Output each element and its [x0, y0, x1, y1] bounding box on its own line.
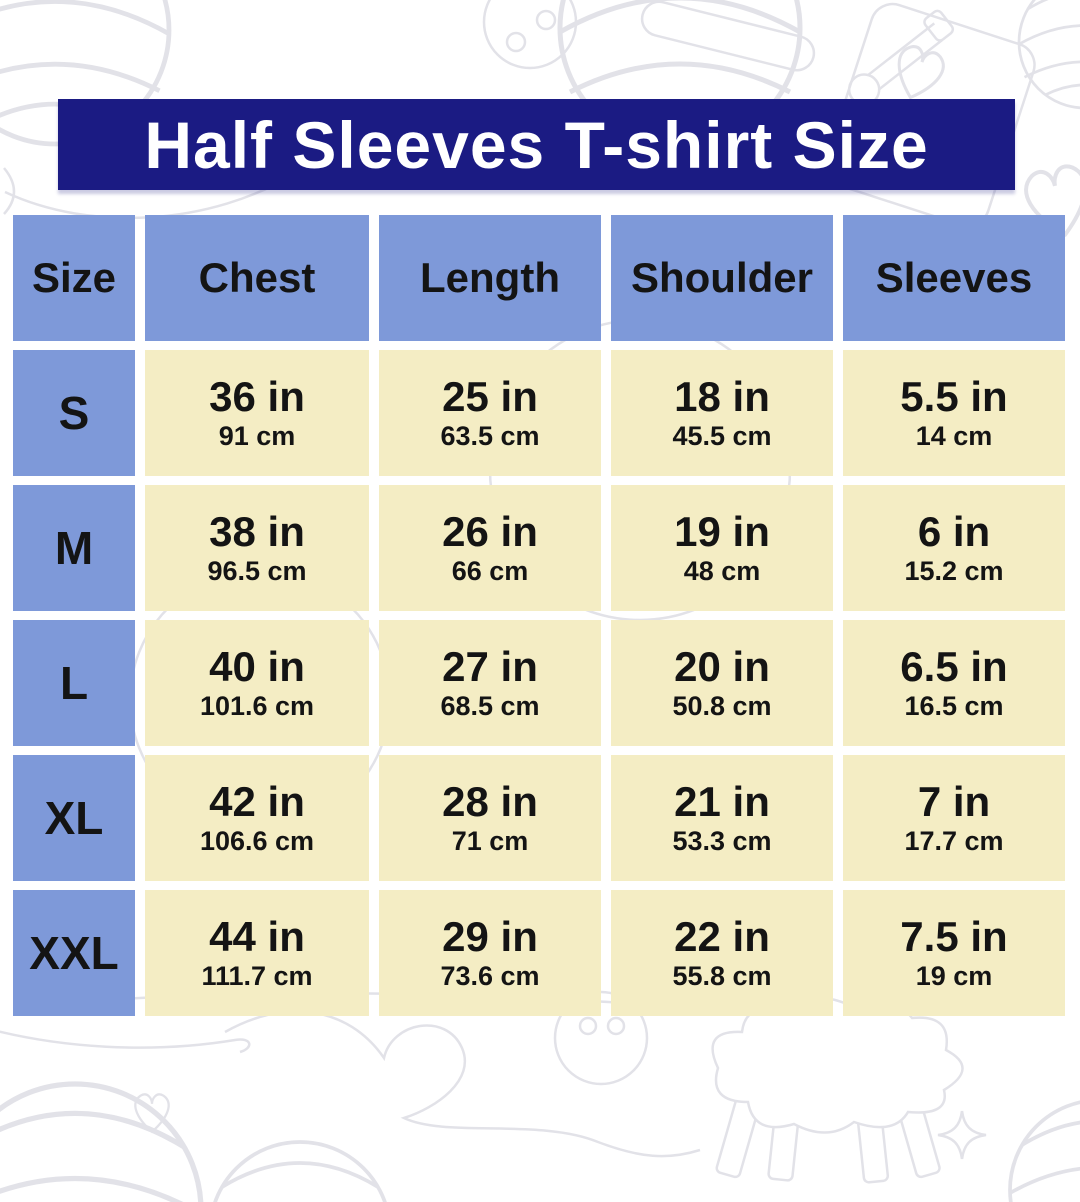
value-cm: 111.7 cm — [201, 961, 313, 992]
cell-l-shoulder: 20 in 50.8 cm — [611, 620, 833, 746]
cell-xl-length: 28 in 71 cm — [379, 755, 601, 881]
cell-xl-chest: 42 in 106.6 cm — [145, 755, 369, 881]
value-cm: 101.6 cm — [199, 691, 315, 722]
cell-l-length: 27 in 68.5 cm — [379, 620, 601, 746]
value-cm: 19 cm — [915, 961, 993, 992]
yarn-ball-icon — [0, 1084, 201, 1202]
value-inches: 27 in — [442, 643, 538, 691]
value-inches: 28 in — [442, 778, 538, 826]
cell-m-length: 26 in 66 cm — [379, 485, 601, 611]
cell-s-sleeves: 5.5 in 14 cm — [843, 350, 1065, 476]
value-cm: 71 cm — [451, 826, 529, 857]
sparkle-icon — [936, 1109, 988, 1161]
cell-m-chest: 38 in 96.5 cm — [145, 485, 369, 611]
page-title: Half Sleeves T-shirt Size — [144, 107, 929, 182]
value-cm: 17.7 cm — [904, 826, 1004, 857]
thread-heart-icon — [224, 1010, 701, 1158]
cell-xxl-sleeves: 7.5 in 19 cm — [843, 890, 1065, 1016]
row-label-s: S — [13, 350, 135, 476]
cell-l-sleeves: 6.5 in 16.5 cm — [843, 620, 1065, 746]
knitting-needle-icon — [640, 0, 816, 72]
value-inches: 18 in — [674, 373, 770, 421]
value-cm: 45.5 cm — [672, 421, 772, 452]
value-cm: 96.5 cm — [207, 556, 307, 587]
row-label-xxl: XXL — [13, 890, 135, 1016]
column-header-chest: Chest — [145, 215, 369, 341]
row-label-m: M — [13, 485, 135, 611]
value-cm: 63.5 cm — [440, 421, 540, 452]
yarn-ball-icon — [1008, 1098, 1080, 1202]
value-inches: 6 in — [917, 508, 991, 556]
value-cm: 91 cm — [218, 421, 296, 452]
value-inches: 6.5 in — [900, 643, 1008, 691]
value-cm: 53.3 cm — [672, 826, 772, 857]
cell-l-chest: 40 in 101.6 cm — [145, 620, 369, 746]
yarn-ball-icon — [208, 1140, 392, 1202]
column-header-length: Length — [379, 215, 601, 341]
value-inches: 7.5 in — [900, 913, 1008, 961]
value-cm: 73.6 cm — [440, 961, 540, 992]
value-inches: 40 in — [209, 643, 305, 691]
title-banner: Half Sleeves T-shirt Size — [58, 99, 1015, 190]
column-header-sleeves: Sleeves — [843, 215, 1065, 341]
cell-m-sleeves: 6 in 15.2 cm — [843, 485, 1065, 611]
column-header-size: Size — [13, 215, 135, 341]
value-inches: 26 in — [442, 508, 538, 556]
value-inches: 22 in — [674, 913, 770, 961]
value-cm: 15.2 cm — [904, 556, 1004, 587]
value-inches: 44 in — [209, 913, 305, 961]
cell-xl-shoulder: 21 in 53.3 cm — [611, 755, 833, 881]
thread-curve-icon — [3, 167, 16, 215]
cell-xxl-shoulder: 22 in 55.8 cm — [611, 890, 833, 1016]
value-inches: 20 in — [674, 643, 770, 691]
value-inches: 25 in — [442, 373, 538, 421]
value-cm: 16.5 cm — [904, 691, 1004, 722]
size-chart-table: Size Chest Length Shoulder Sleeves S 36 … — [13, 215, 1065, 1016]
value-inches: 21 in — [674, 778, 770, 826]
button-icon — [553, 990, 649, 1086]
value-inches: 29 in — [442, 913, 538, 961]
cell-s-shoulder: 18 in 45.5 cm — [611, 350, 833, 476]
value-cm: 48 cm — [683, 556, 761, 587]
value-cm: 55.8 cm — [672, 961, 772, 992]
value-cm: 68.5 cm — [440, 691, 540, 722]
sheep-icon — [711, 996, 964, 1184]
cell-xl-sleeves: 7 in 17.7 cm — [843, 755, 1065, 881]
value-inches: 36 in — [209, 373, 305, 421]
value-inches: 5.5 in — [900, 373, 1008, 421]
value-cm: 50.8 cm — [672, 691, 772, 722]
value-inches: 7 in — [917, 778, 991, 826]
value-inches: 19 in — [674, 508, 770, 556]
value-inches: 38 in — [209, 508, 305, 556]
cell-s-chest: 36 in 91 cm — [145, 350, 369, 476]
cell-xxl-length: 29 in 73.6 cm — [379, 890, 601, 1016]
value-cm: 14 cm — [915, 421, 993, 452]
column-header-shoulder: Shoulder — [611, 215, 833, 341]
value-cm: 106.6 cm — [199, 826, 315, 857]
row-label-xl: XL — [13, 755, 135, 881]
value-cm: 66 cm — [451, 556, 529, 587]
cell-s-length: 25 in 63.5 cm — [379, 350, 601, 476]
value-inches: 42 in — [209, 778, 305, 826]
crochet-hook-icon — [0, 1030, 251, 1054]
cell-xxl-chest: 44 in 111.7 cm — [145, 890, 369, 1016]
row-label-l: L — [13, 620, 135, 746]
cell-m-shoulder: 19 in 48 cm — [611, 485, 833, 611]
